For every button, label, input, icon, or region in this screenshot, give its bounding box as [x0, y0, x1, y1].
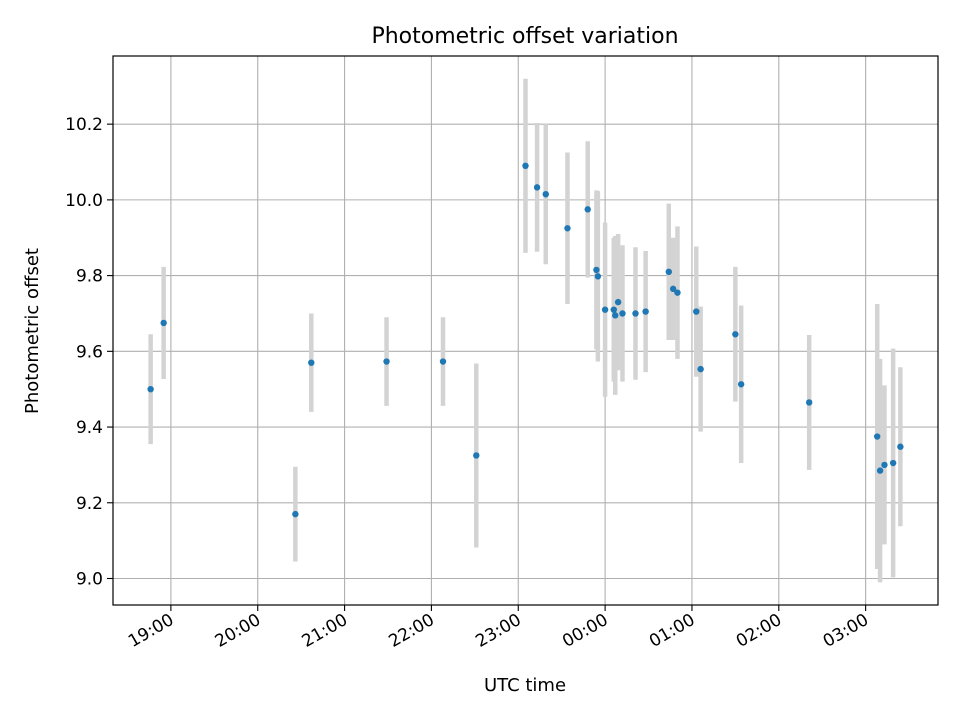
data-point — [542, 190, 549, 198]
data-point — [665, 268, 672, 276]
data-point — [874, 433, 881, 440]
data-point — [732, 331, 739, 338]
data-point — [473, 452, 480, 459]
data-point — [737, 381, 745, 388]
y-tick-label: 9.0 — [76, 569, 103, 589]
y-tick-label: 10.0 — [65, 191, 103, 211]
data-point — [697, 365, 704, 373]
data-point — [876, 467, 884, 474]
data-point — [612, 312, 619, 319]
x-axis-title: UTC time — [484, 675, 566, 696]
data-point — [522, 162, 529, 169]
y-tick-label: 9.6 — [76, 342, 103, 362]
data-point — [601, 306, 609, 313]
data-point — [881, 461, 888, 469]
data-point — [564, 225, 571, 232]
data-point — [642, 308, 649, 315]
plot-frame — [112, 55, 939, 606]
y-axis-ticks: 9.0 9.2 9.4 9.6 9.8 10.0 10.2 — [65, 115, 113, 589]
y-tick-label: 9.8 — [76, 267, 103, 287]
data-point — [584, 206, 591, 213]
y-tick-label: 9.4 — [76, 418, 103, 438]
data-point — [614, 298, 622, 306]
data-point — [669, 285, 677, 293]
data-point — [439, 358, 447, 365]
data-point — [897, 443, 904, 450]
data-point — [147, 385, 154, 393]
data-point — [308, 359, 315, 366]
data-point — [889, 459, 897, 467]
data-point — [619, 310, 626, 317]
data-point — [632, 310, 639, 317]
data-point — [693, 308, 700, 315]
y-tick-label: 10.2 — [65, 115, 103, 135]
chart-title: Photometric offset variation — [371, 24, 678, 49]
data-point — [610, 306, 617, 313]
data-points — [147, 162, 904, 518]
data-point — [160, 319, 167, 327]
data-point — [533, 184, 541, 191]
data-point — [594, 273, 602, 280]
data-point — [292, 510, 299, 518]
y-axis-title: Photometric offset — [22, 248, 43, 414]
data-point — [593, 266, 600, 274]
data-point — [805, 399, 813, 406]
data-point — [674, 289, 681, 296]
data-point — [383, 358, 390, 365]
y-tick-label: 9.2 — [76, 494, 103, 514]
